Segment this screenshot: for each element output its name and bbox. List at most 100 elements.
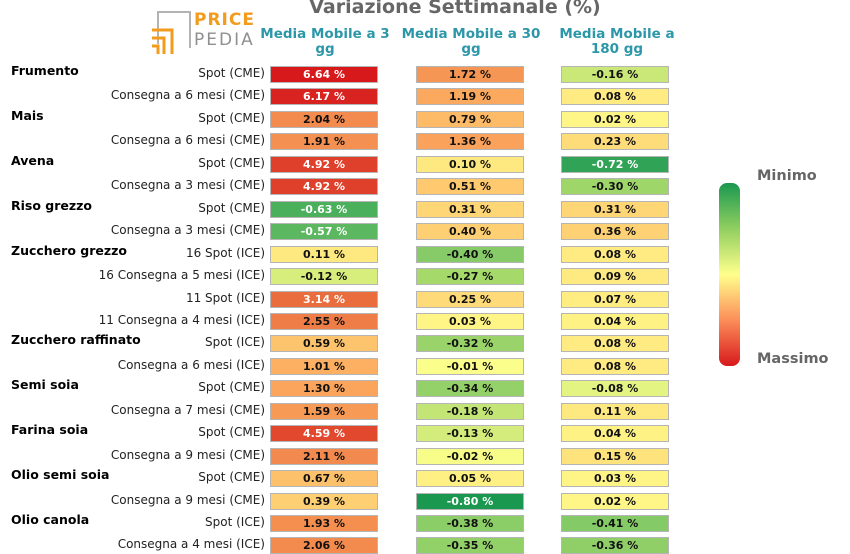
row-label: Consegna a 4 mesi (ICE)	[117, 537, 265, 552]
logo-mark-icon	[152, 11, 191, 54]
heatmap-cell: 0.02 %	[561, 110, 669, 128]
group-label: Riso grezzo	[11, 197, 93, 213]
heatmap-cell: 0.04 %	[561, 425, 669, 443]
heatmap-cell: 0.59 %	[270, 335, 378, 353]
group-label: Olio semi soia	[11, 467, 110, 483]
heatmap-cell: 1.59 %	[270, 402, 378, 420]
heatmap-cell: 0.15 %	[561, 447, 669, 465]
heatmap-cell: 0.08 %	[561, 245, 669, 263]
chart-title: Variazione Settimanale (%)	[309, 0, 601, 18]
heatmap-cell: -0.38 %	[416, 515, 524, 532]
heatmap-cell: 1.91 %	[270, 133, 378, 151]
heatmap-cell: -0.30 %	[561, 178, 669, 196]
heatmap-cell: 0.67 %	[270, 470, 378, 488]
row-label: Consegna a 6 mesi (ICE)	[117, 357, 265, 372]
heatmap-cell: -0.80 %	[416, 492, 524, 510]
legend-max-label: Massimo	[757, 351, 829, 367]
heatmap-cell: 1.30 %	[270, 380, 378, 398]
row-label: Spot (CME)	[198, 425, 265, 440]
heatmap-cell: -0.63 %	[270, 200, 378, 218]
row-label: Spot (CME)	[198, 66, 265, 80]
heatmap-cell: 0.25 %	[416, 290, 524, 308]
heatmap-cell: 6.64 %	[270, 66, 378, 83]
heatmap-cell: 1.93 %	[270, 515, 378, 532]
row-label: Spot (ICE)	[205, 335, 265, 350]
logo-word-price: PRICE	[194, 10, 255, 30]
heatmap-cell: 0.03 %	[416, 312, 524, 330]
logo-word-pedia: PEDIA	[194, 30, 255, 50]
heatmap-cell: -0.01 %	[416, 357, 524, 375]
heatmap-cell: 0.02 %	[561, 492, 669, 510]
heatmap-cell: -0.02 %	[416, 447, 524, 465]
heatmap-cell: -0.41 %	[561, 515, 669, 532]
heatmap-cell: 0.23 %	[561, 133, 669, 151]
heatmap-cell: 0.39 %	[270, 492, 378, 510]
heatmap-cell: -0.72 %	[561, 155, 669, 173]
group-label: Olio canola	[11, 512, 90, 527]
row-label: Spot (ICE)	[205, 515, 265, 529]
legend-min-label: Minimo	[757, 168, 817, 184]
heatmap-cell: -0.32 %	[416, 335, 524, 353]
row-label: 16 Spot (ICE)	[185, 245, 265, 260]
heatmap-cell: 1.19 %	[416, 88, 524, 106]
heatmap-cell: -0.18 %	[416, 402, 524, 420]
heatmap-cell: 0.11 %	[561, 402, 669, 420]
heatmap-cell: 0.08 %	[561, 335, 669, 353]
heatmap-cell: 0.09 %	[561, 268, 669, 286]
heatmap-cell: 0.08 %	[561, 357, 669, 375]
heatmap-cell: 3.14 %	[270, 290, 378, 308]
heatmap-cell: 0.08 %	[561, 88, 669, 106]
heatmap-cell: -0.40 %	[416, 245, 524, 263]
group-label: Zucchero raffinato	[11, 332, 141, 348]
row-label: Consegna a 7 mesi (CME)	[110, 402, 265, 417]
heatmap-cell: 4.92 %	[270, 155, 378, 173]
group-label: Avena	[11, 152, 55, 168]
heatmap-cell: 0.31 %	[416, 200, 524, 218]
column-header-30gg: Media Mobile a 30 gg	[401, 26, 541, 57]
row-label: 16 Consegna a 5 mesi (ICE)	[98, 268, 265, 283]
heatmap-cell: 0.79 %	[416, 110, 524, 128]
heatmap-cell: -0.57 %	[270, 223, 378, 241]
group-label: Semi soia	[11, 377, 79, 393]
group-label: Farina soia	[11, 422, 89, 438]
heatmap-cell: 0.40 %	[416, 223, 524, 241]
heatmap-cell: -0.35 %	[416, 537, 524, 554]
group-label: Frumento	[11, 63, 79, 78]
row-label: Spot (CME)	[198, 380, 265, 395]
heatmap-cell: 0.10 %	[416, 155, 524, 173]
heatmap-cell: 1.36 %	[416, 133, 524, 151]
heatmap-cell: 0.31 %	[561, 200, 669, 218]
group-label: Zucchero grezzo	[11, 242, 127, 258]
heatmap-cell: 4.92 %	[270, 178, 378, 196]
pricepedia-logo: PRICE PEDIA	[148, 8, 258, 56]
column-header-3gg: Media Mobile a 3 gg	[260, 26, 390, 57]
heatmap-cell: -0.34 %	[416, 380, 524, 398]
row-label: Spot (CME)	[198, 155, 265, 170]
heatmap-cell: 0.07 %	[561, 290, 669, 308]
heatmap-cell: 0.36 %	[561, 223, 669, 241]
heatmap-cell: -0.36 %	[561, 537, 669, 554]
heatmap-cell: 2.55 %	[270, 312, 378, 330]
row-label: Consegna a 9 mesi (CME)	[110, 447, 265, 462]
row-label: Consegna a 6 mesi (CME)	[110, 133, 265, 148]
column-header-180gg: Media Mobile a 180 gg	[559, 26, 675, 57]
heatmap-cell: -0.12 %	[270, 268, 378, 286]
heatmap-cell: -0.27 %	[416, 268, 524, 286]
heatmap-cell: 1.72 %	[416, 66, 524, 83]
heatmap-cell: -0.08 %	[561, 380, 669, 398]
heatmap-cell: 6.17 %	[270, 88, 378, 106]
color-scale-legend	[719, 183, 740, 366]
row-label: Consegna a 3 mesi (CME)	[110, 223, 265, 238]
heatmap-cell: -0.13 %	[416, 425, 524, 443]
heatmap-cell: 0.04 %	[561, 312, 669, 330]
heatmap-cell: 2.06 %	[270, 537, 378, 554]
heatmap-cell: 0.03 %	[561, 470, 669, 488]
row-label: Spot (CME)	[198, 470, 265, 485]
row-label: Consegna a 6 mesi (CME)	[110, 88, 265, 103]
heatmap-cell: 1.01 %	[270, 357, 378, 375]
heatmap-cell: 4.59 %	[270, 425, 378, 443]
heatmap-cell: 0.51 %	[416, 178, 524, 196]
row-label: Spot (CME)	[198, 110, 265, 125]
row-label: 11 Spot (ICE)	[185, 290, 265, 305]
